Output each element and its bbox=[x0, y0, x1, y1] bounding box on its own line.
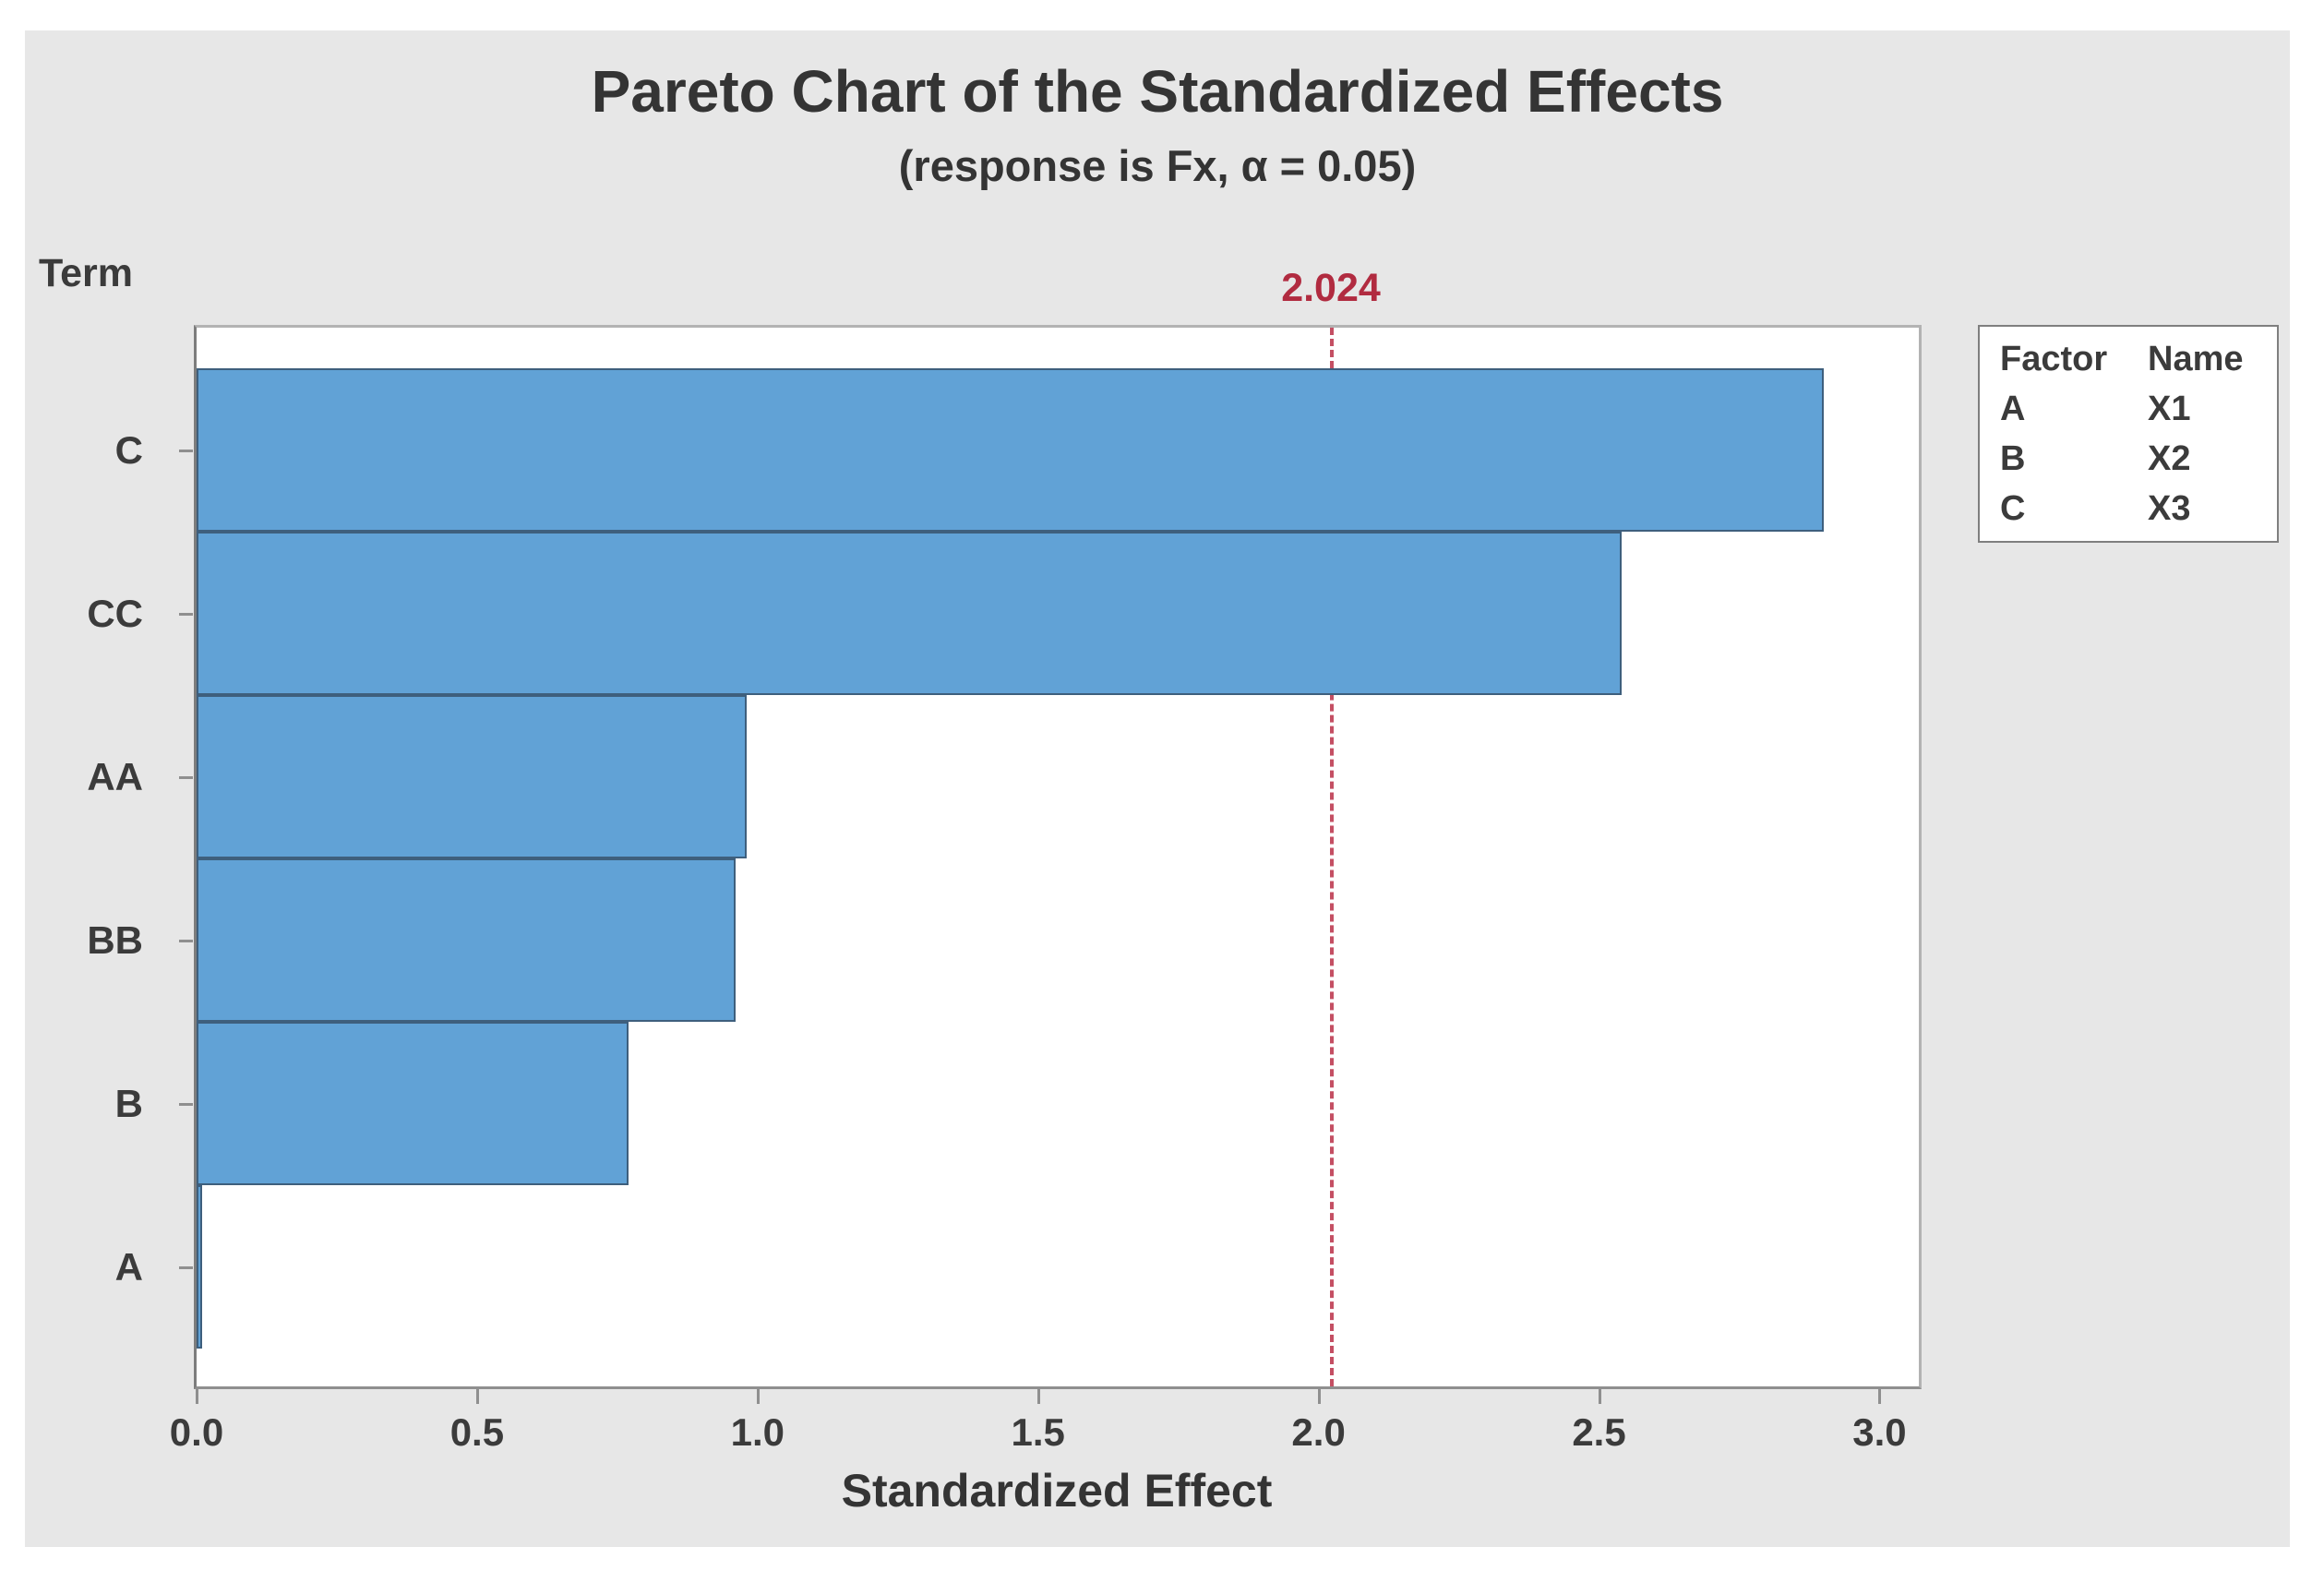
legend-factor-C: C bbox=[2000, 489, 2026, 528]
legend-name-A: X1 bbox=[2148, 390, 2191, 428]
x-tick-label: 0.0 bbox=[169, 1410, 224, 1454]
term-label-B: B bbox=[114, 1081, 143, 1125]
bar-C bbox=[197, 368, 1824, 532]
term-label-CC: CC bbox=[87, 591, 143, 635]
term-label-AA: AA bbox=[87, 754, 143, 798]
y-tick bbox=[179, 1102, 193, 1106]
legend-row-B: B X2 bbox=[2000, 434, 2277, 484]
bar-AA bbox=[197, 695, 747, 858]
x-axis-title: Standardized Effect bbox=[841, 1465, 1273, 1517]
x-tick-label: 1.0 bbox=[730, 1410, 785, 1454]
x-tick bbox=[1317, 1389, 1321, 1404]
bar-CC bbox=[197, 532, 1622, 695]
y-tick bbox=[179, 612, 193, 616]
legend-name-C: X3 bbox=[2148, 489, 2191, 528]
x-tick bbox=[1036, 1389, 1040, 1404]
legend-factor-header: Factor bbox=[2000, 340, 2108, 378]
term-label-A: A bbox=[114, 1244, 143, 1289]
bar-A bbox=[197, 1185, 203, 1349]
legend-row-A: A X1 bbox=[2000, 384, 2277, 434]
y-tick bbox=[179, 449, 193, 452]
legend-name-B: X2 bbox=[2148, 439, 2191, 478]
x-tick-label: 3.0 bbox=[1852, 1410, 1907, 1454]
x-tick-label: 2.0 bbox=[1291, 1410, 1346, 1454]
plot-area bbox=[194, 325, 1922, 1389]
x-tick bbox=[1598, 1389, 1601, 1404]
x-tick-label: 0.5 bbox=[449, 1410, 505, 1454]
y-tick bbox=[179, 775, 193, 779]
x-tick bbox=[196, 1389, 198, 1404]
bar-BB bbox=[197, 858, 736, 1022]
x-tick bbox=[475, 1389, 479, 1404]
chart-subtitle: (response is Fx, α = 0.05) bbox=[898, 141, 1417, 190]
term-label-BB: BB bbox=[87, 917, 143, 962]
legend: Factor Name A X1 B X2 C X3 bbox=[1978, 325, 2279, 543]
x-tick-label: 1.5 bbox=[1011, 1410, 1065, 1454]
y-tick bbox=[179, 939, 193, 942]
chart-title: Pareto Chart of the Standardized Effects bbox=[591, 58, 1724, 125]
legend-row-C: C X3 bbox=[2000, 484, 2277, 534]
reference-line bbox=[1330, 328, 1335, 1386]
x-tick-label: 2.5 bbox=[1572, 1410, 1626, 1454]
legend-factor-A: A bbox=[2000, 390, 2026, 428]
reference-line-label: 2.024 bbox=[1281, 266, 1381, 310]
y-axis-title: Term bbox=[39, 251, 133, 295]
x-tick bbox=[756, 1389, 760, 1404]
legend-row-header: Factor Name bbox=[2000, 334, 2277, 384]
y-tick bbox=[179, 1265, 193, 1269]
legend-factor-B: B bbox=[2000, 439, 2026, 478]
legend-name-header: Name bbox=[2148, 340, 2244, 378]
x-tick bbox=[1878, 1389, 1882, 1404]
bar-B bbox=[197, 1022, 629, 1185]
term-label-C: C bbox=[114, 427, 143, 472]
